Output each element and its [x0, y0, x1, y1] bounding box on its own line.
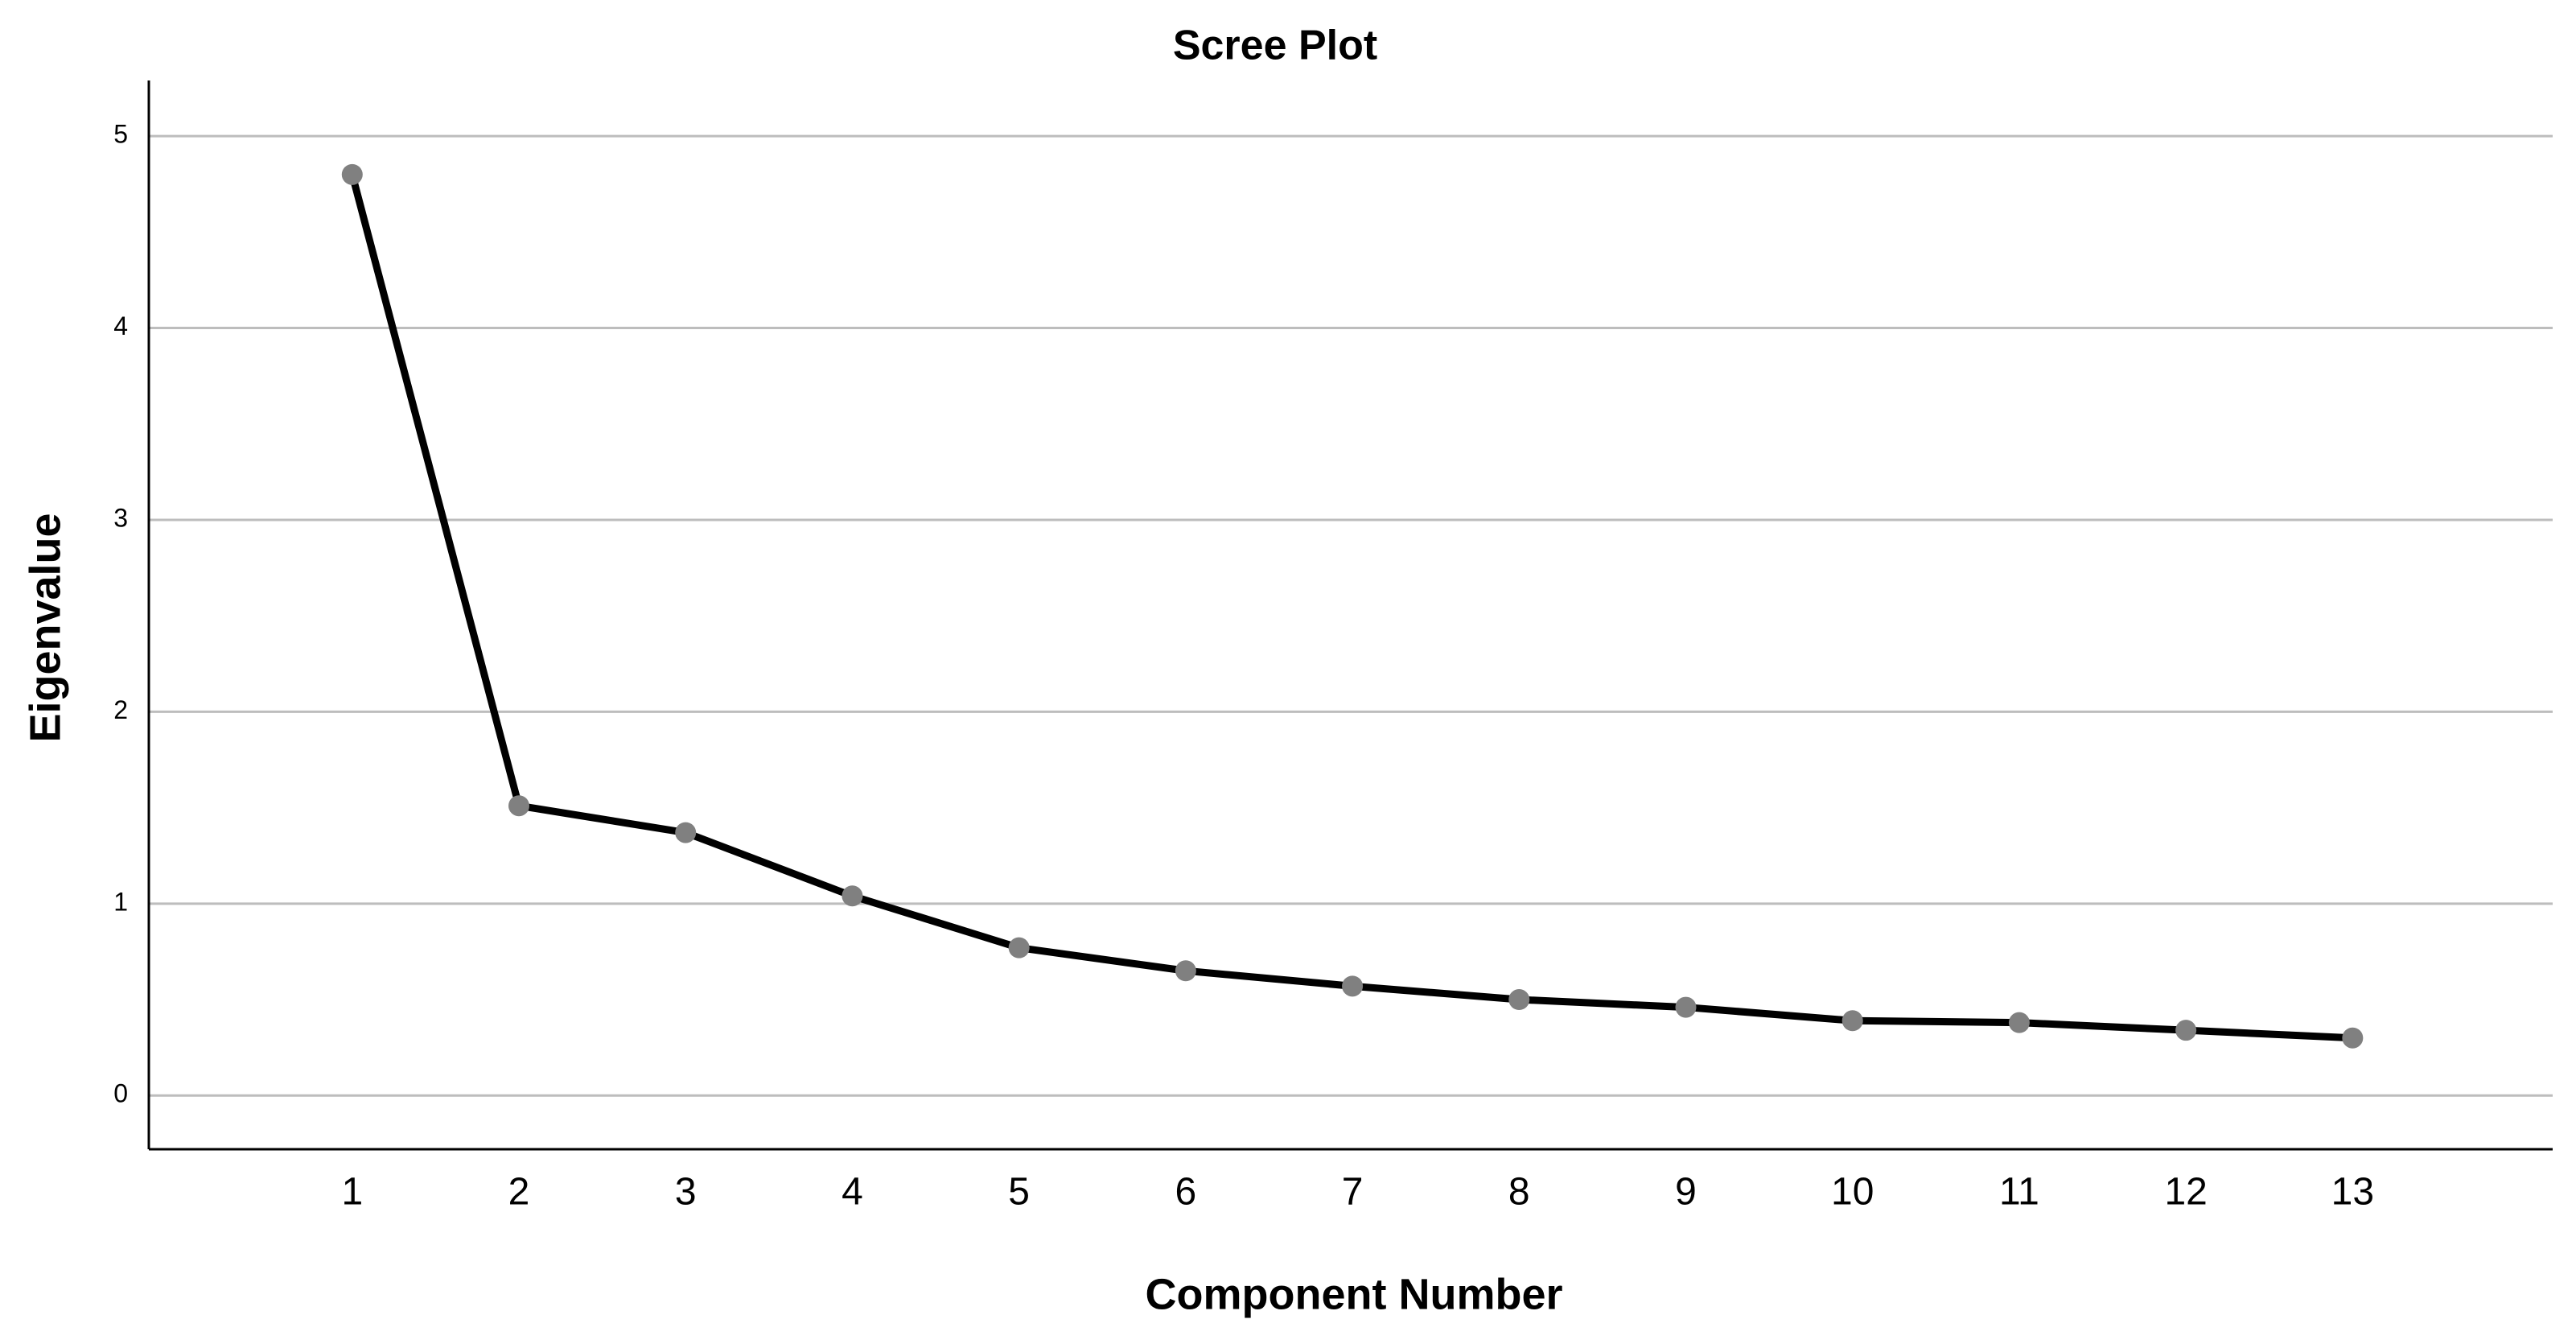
series-line: [348, 173, 2353, 1042]
x-tick-label: 7: [1342, 1171, 1364, 1214]
point: [842, 885, 863, 907]
point: [1008, 937, 1030, 959]
x-tick-label: 12: [2164, 1171, 2207, 1214]
x-tick-label: 9: [1675, 1171, 1697, 1214]
x-axis-label: Component Number: [1146, 1270, 1563, 1318]
y-tick-label: 2: [113, 695, 128, 724]
point: [2175, 1020, 2197, 1041]
y-axis-label: Eigenvalue: [21, 513, 69, 742]
x-tick-label: 4: [842, 1171, 863, 1214]
point: [1175, 960, 1196, 982]
point: [1841, 1010, 1863, 1032]
x-tick-label: 11: [1999, 1171, 2039, 1214]
x-tick-label: 1: [341, 1171, 363, 1214]
y-tick-label: 4: [113, 311, 128, 340]
x-tick-label: 3: [675, 1171, 697, 1214]
y-tick-label: 5: [113, 120, 128, 149]
x-tick-label: 13: [2331, 1171, 2374, 1214]
point: [1508, 989, 1530, 1011]
point: [675, 822, 697, 843]
point: [508, 795, 530, 817]
point: [1675, 996, 1697, 1018]
point: [2008, 1012, 2030, 1033]
x-tick-label: 6: [1175, 1171, 1197, 1214]
point: [2342, 1027, 2364, 1049]
chart-title: Scree Plot: [1173, 23, 1377, 69]
x-tick-label: 10: [1831, 1171, 1874, 1214]
y-tick-label: 0: [113, 1079, 128, 1108]
x-tick-label: 5: [1008, 1171, 1030, 1214]
point: [341, 163, 363, 185]
x-tick-label: 8: [1508, 1171, 1530, 1214]
y-tick-label: 3: [113, 503, 128, 532]
x-tick-label: 2: [508, 1171, 530, 1214]
point: [1342, 975, 1364, 997]
y-tick-label: 1: [113, 887, 128, 916]
